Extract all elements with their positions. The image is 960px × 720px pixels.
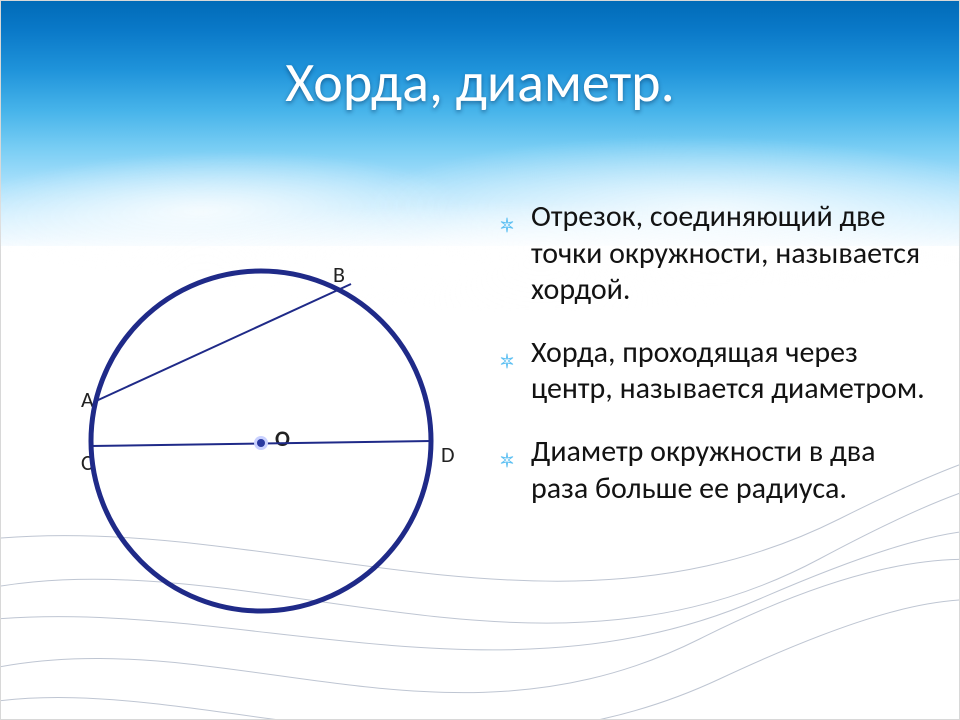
diagram-label-o: O	[275, 425, 290, 452]
bullet-text: Диаметр окружности в два раза больше ее …	[531, 434, 929, 507]
diagram-label-d: D	[441, 441, 455, 468]
bullet-text: Хорда, проходящая через центр, называетс…	[531, 335, 929, 408]
bullet-item: Отрезок, соединяющий две точки окружност…	[499, 199, 929, 309]
definitions-list: Отрезок, соединяющий две точки окружност…	[499, 199, 929, 533]
diagram-label-b: B	[333, 261, 345, 288]
slide-title: Хорда, диаметр.	[1, 49, 959, 117]
bullet-text: Отрезок, соединяющий две точки окружност…	[531, 199, 929, 309]
bullet-item: Диаметр окружности в два раза больше ее …	[499, 434, 929, 507]
diagram-label-a: A	[81, 386, 94, 413]
bullet-item: Хорда, проходящая через центр, называетс…	[499, 335, 929, 408]
bullet-star-icon	[499, 205, 515, 242]
bullet-star-icon	[499, 440, 515, 477]
slide: Хорда, диаметр. A B C D O Отрезок, соеди…	[0, 0, 960, 720]
bullet-star-icon	[499, 341, 515, 378]
diagram-label-c: C	[81, 449, 93, 476]
